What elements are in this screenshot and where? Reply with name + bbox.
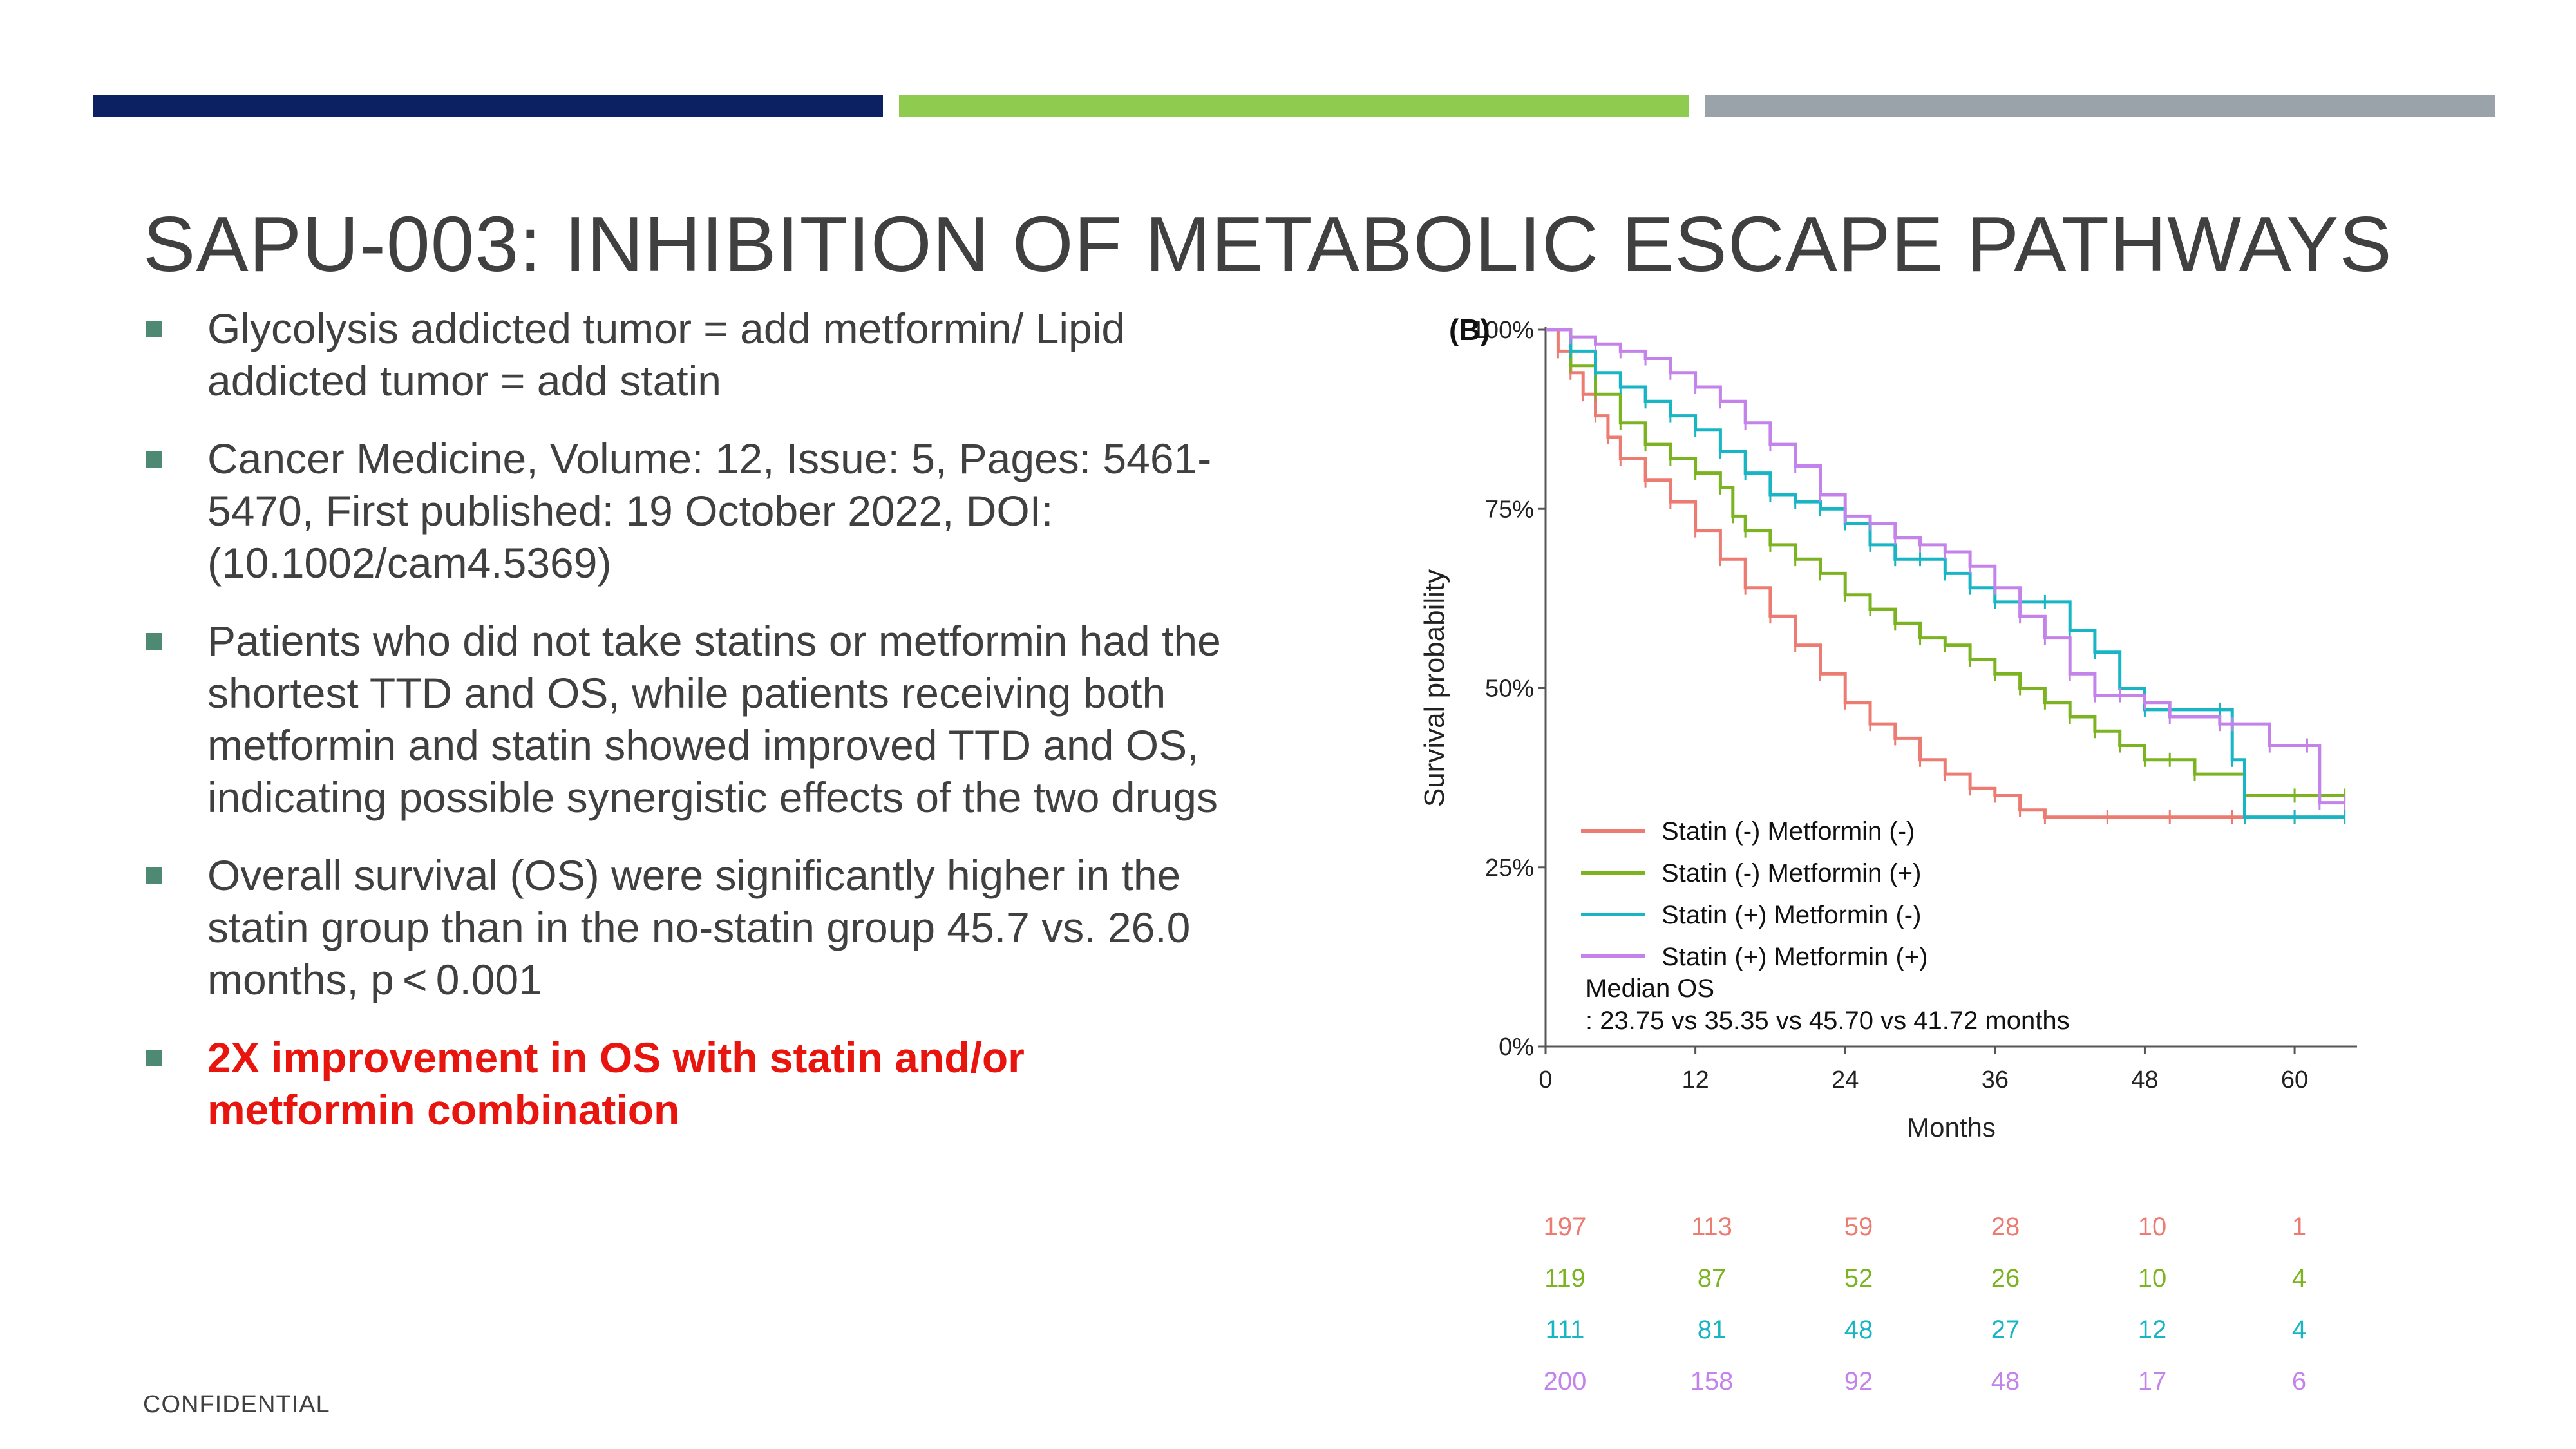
km-survival-chart: 0% 25% 50% 75% 100% 0 12 24 36 48 60 Months Survival… (1419, 313, 2357, 1142)
at-risk-row: 200 158 92 48 17 6 (1513, 1365, 2396, 1417)
bullet-item: Cancer Medicine, Volume: 12, Issue: 5, P… (143, 433, 1225, 589)
bullet-item: Patients who did not take statins or met… (143, 615, 1225, 824)
x-tick-label: 12 (1681, 1066, 1709, 1094)
y-tick-label: 25% (1485, 855, 1534, 882)
bullet-text: Patients who did not take statins or met… (207, 617, 1221, 821)
at-risk-cell: 59 (1844, 1213, 1873, 1241)
legend-entry: Statin (-) Metformin (+) (1662, 859, 1921, 887)
at-risk-cell: 48 (1844, 1316, 1873, 1344)
at-risk-cell: 111 (1545, 1316, 1585, 1344)
at-risk-cell: 197 (1543, 1213, 1587, 1241)
at-risk-cell: 81 (1697, 1316, 1727, 1344)
at-risk-cell: 17 (2137, 1367, 2167, 1396)
accent-bar-gray (1705, 95, 2495, 117)
bullet-item-highlight: 2X improvement in OS with statin and/or … (143, 1032, 1225, 1136)
bullet-list: Glycolysis addicted tumor = add metformi… (143, 303, 1225, 1162)
x-tick-label: 24 (1832, 1066, 1859, 1094)
median-os-values: : 23.75 vs 35.35 vs 45.70 vs 41.72 month… (1586, 1007, 2070, 1035)
legend-entry: Statin (+) Metformin (-) (1662, 901, 1921, 929)
at-risk-table: 197 113 59 28 10 1 119 87 52 26 10 4 111 81 48 27 12 4 200… (1513, 1211, 2396, 1417)
bullet-marker-icon (146, 867, 162, 884)
at-risk-cell: 119 (1544, 1264, 1586, 1293)
km-curve-series-2 (1546, 328, 2345, 797)
at-risk-row: 111 81 48 27 12 4 (1513, 1314, 2396, 1365)
highlight-bullet-text: 2X improvement in OS with statin and/or … (207, 1034, 1025, 1133)
at-risk-cell: 26 (1991, 1264, 2020, 1293)
at-risk-cell: 10 (2137, 1264, 2167, 1293)
bullet-item: Glycolysis addicted tumor = add metformi… (143, 303, 1225, 407)
at-risk-row: 119 87 52 26 10 4 (1513, 1262, 2396, 1314)
accent-bar-navy (93, 95, 883, 117)
bullet-marker-icon (146, 451, 162, 468)
at-risk-cell: 4 (2291, 1264, 2307, 1293)
y-tick-label: 50% (1485, 676, 1534, 703)
km-curve-series-3 (1546, 328, 2345, 819)
at-risk-cell: 27 (1991, 1316, 2020, 1344)
legend-entry: Statin (-) Metformin (-) (1662, 817, 1915, 846)
bullet-text: Overall survival (OS) were significantly… (207, 851, 1191, 1003)
y-tick-label: 100% (1472, 317, 1534, 344)
km-curve-series-1 (1546, 328, 2345, 819)
at-risk-cell: 4 (2291, 1316, 2307, 1344)
panel-label: (B) (1449, 313, 1490, 346)
x-axis-title: Months (1907, 1112, 1996, 1142)
at-risk-cell: 48 (1991, 1367, 2020, 1396)
at-risk-cell: 200 (1543, 1367, 1587, 1396)
y-tick-label: 75% (1485, 496, 1534, 523)
bullet-marker-icon (146, 321, 162, 337)
x-tick-label: 48 (2131, 1066, 2158, 1094)
slide-title: SAPU-003: INHIBITION OF METABOLIC ESCAPE… (143, 200, 2392, 288)
at-risk-cell: 52 (1844, 1264, 1873, 1293)
median-os-title: Median OS (1586, 974, 1714, 1003)
y-tick-label: 0% (1499, 1034, 1534, 1061)
at-risk-cell: 87 (1697, 1264, 1727, 1293)
bullet-marker-icon (146, 633, 162, 650)
accent-bar-green (899, 95, 1689, 117)
at-risk-row: 197 113 59 28 10 1 (1513, 1211, 2396, 1262)
at-risk-cell: 1 (2291, 1213, 2307, 1241)
footer-confidential: CONFIDENTIAL (143, 1391, 330, 1418)
at-risk-cell: 158 (1690, 1367, 1734, 1396)
at-risk-cell: 92 (1844, 1367, 1873, 1396)
x-tick-label: 0 (1539, 1066, 1552, 1094)
x-tick-label: 36 (1982, 1066, 2009, 1094)
bullet-text: Glycolysis addicted tumor = add metformi… (207, 305, 1126, 404)
y-axis-title: Survival probability (1419, 569, 1450, 807)
x-tick-label: 60 (2281, 1066, 2308, 1094)
bullet-text: Cancer Medicine, Volume: 12, Issue: 5, P… (207, 435, 1212, 587)
at-risk-cell: 113 (1691, 1213, 1732, 1241)
at-risk-cell: 10 (2137, 1213, 2167, 1241)
legend-entry: Statin (+) Metformin (+) (1662, 943, 1927, 971)
at-risk-cell: 6 (2291, 1367, 2307, 1396)
at-risk-cell: 12 (2137, 1316, 2167, 1344)
bullet-item: Overall survival (OS) were significantly… (143, 849, 1225, 1006)
bullet-marker-icon (146, 1050, 162, 1066)
at-risk-cell: 28 (1991, 1213, 2020, 1241)
